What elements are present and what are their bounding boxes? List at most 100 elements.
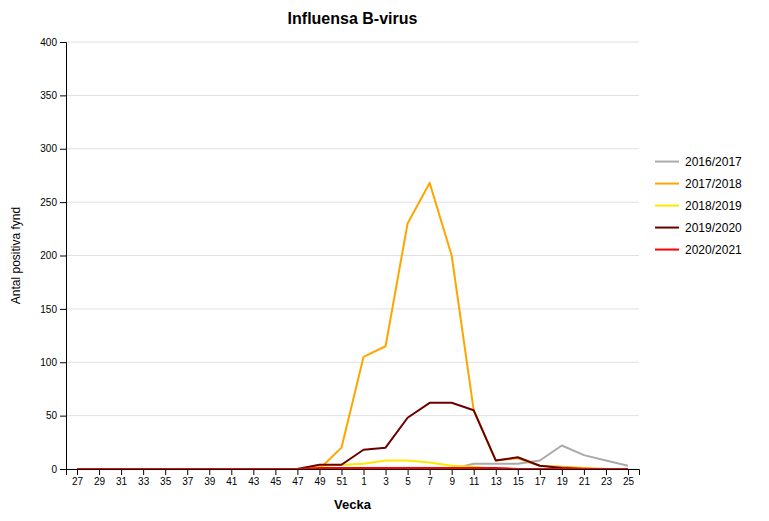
tick-label: 17 — [535, 476, 547, 487]
tick-mark — [474, 469, 475, 475]
x-tick: 39 — [204, 469, 216, 487]
x-tick: 49 — [314, 469, 326, 487]
axis-line — [60, 43, 67, 470]
legend-label: 2020/2021 — [685, 243, 742, 257]
tick-label: 39 — [204, 476, 216, 487]
lines — [77, 183, 628, 469]
tick-mark — [341, 469, 342, 475]
tick-mark — [121, 469, 122, 475]
tick-label: 21 — [579, 476, 591, 487]
tick-mark — [386, 469, 387, 475]
tick-mark — [60, 309, 66, 310]
legend-item: 2016/2017 — [655, 155, 742, 169]
series-line — [77, 460, 628, 469]
tick-label: 200 — [40, 250, 57, 261]
tick-mark — [452, 469, 453, 475]
tick-label: 50 — [46, 410, 58, 421]
tick-mark — [297, 469, 298, 475]
legend-swatch — [655, 183, 679, 185]
tick-label: 250 — [40, 197, 57, 208]
tick-label: 29 — [94, 476, 106, 487]
tick-label: 23 — [601, 476, 613, 487]
tick-label: 25 — [623, 476, 635, 487]
x-tick: 5 — [405, 469, 411, 487]
legend-label: 2016/2017 — [685, 155, 742, 169]
tick-mark — [319, 469, 320, 475]
x-tick: 33 — [138, 469, 150, 487]
tick-mark — [99, 469, 100, 475]
legend-item: 2020/2021 — [655, 243, 742, 257]
tick-label: 1 — [361, 476, 367, 487]
x-tick: 21 — [579, 469, 591, 487]
tick-label: 15 — [513, 476, 525, 487]
tick-mark — [143, 469, 144, 475]
tick-mark — [60, 42, 66, 43]
x-tick: 37 — [182, 469, 194, 487]
chart-title: Influensa B-virus — [288, 10, 418, 27]
legend-item: 2017/2018 — [655, 177, 742, 191]
tick-mark — [77, 469, 78, 475]
tick-label: 100 — [40, 357, 57, 368]
tick-mark — [518, 469, 519, 475]
grid — [66, 42, 639, 469]
tick-mark — [60, 256, 66, 257]
y-axis: 050100150200250300350400 — [40, 37, 66, 475]
x-tick: 15 — [513, 469, 525, 487]
tick-label: 9 — [449, 476, 455, 487]
tick-mark — [540, 469, 541, 475]
x-tick: 9 — [449, 469, 455, 487]
y-tick: 250 — [40, 197, 66, 208]
x-tick: 19 — [557, 469, 569, 487]
tick-mark — [430, 469, 431, 475]
series-line — [77, 403, 628, 469]
x-tick: 25 — [623, 469, 635, 487]
tick-label: 33 — [138, 476, 150, 487]
tick-label: 31 — [116, 476, 128, 487]
x-tick: 29 — [94, 469, 106, 487]
legend-item: 2018/2019 — [655, 199, 742, 213]
y-tick: 300 — [40, 143, 66, 154]
legend-item: 2019/2020 — [655, 221, 742, 235]
x-tick: 35 — [160, 469, 172, 487]
y-tick: 200 — [40, 250, 66, 261]
legend-swatch — [655, 205, 679, 207]
series-line — [77, 183, 628, 469]
chart-svg: 2729313335373941434547495113579111315171… — [0, 0, 769, 521]
tick-label: 19 — [557, 476, 569, 487]
tick-mark — [606, 469, 607, 475]
x-tick: 47 — [292, 469, 304, 487]
grid-line — [66, 255, 639, 256]
tick-label: 7 — [427, 476, 433, 487]
series-line — [77, 468, 628, 469]
tick-label: 300 — [40, 143, 57, 154]
tick-label: 45 — [270, 476, 282, 487]
tick-mark — [628, 469, 629, 475]
tick-mark — [562, 469, 563, 475]
x-tick: 11 — [469, 469, 480, 487]
tick-label: 27 — [72, 476, 84, 487]
tick-mark — [253, 469, 254, 475]
tick-mark — [187, 469, 188, 475]
x-axis-title: Vecka — [334, 497, 372, 512]
grid-line — [66, 42, 639, 43]
tick-label: 11 — [469, 476, 480, 487]
y-tick: 400 — [40, 37, 66, 48]
grid-line — [66, 95, 639, 96]
grid-line — [66, 308, 639, 309]
y-tick: 50 — [46, 410, 66, 421]
tick-mark — [60, 202, 66, 203]
legend-label: 2018/2019 — [685, 199, 742, 213]
tick-label: 0 — [51, 464, 57, 475]
tick-mark — [209, 469, 210, 475]
x-tick: 31 — [116, 469, 128, 487]
axis-line — [67, 470, 640, 476]
legend-label: 2017/2018 — [685, 177, 742, 191]
x-tick: 3 — [383, 469, 389, 487]
tick-label: 43 — [248, 476, 260, 487]
tick-label: 3 — [383, 476, 389, 487]
tick-label: 13 — [491, 476, 503, 487]
tick-mark — [60, 469, 66, 470]
tick-mark — [584, 469, 585, 475]
tick-label: 350 — [40, 90, 57, 101]
grid-line — [66, 362, 639, 363]
